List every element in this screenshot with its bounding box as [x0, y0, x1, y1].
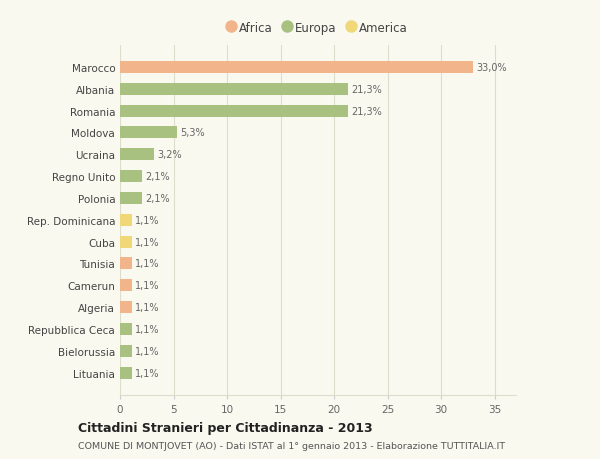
Text: 33,0%: 33,0%	[476, 63, 507, 73]
Bar	[120, 62, 473, 74]
Text: 5,3%: 5,3%	[180, 128, 205, 138]
Text: 21,3%: 21,3%	[351, 106, 382, 116]
Bar	[120, 127, 177, 139]
Bar	[120, 106, 348, 118]
Bar	[120, 345, 132, 357]
Legend: Africa, Europa, America: Africa, Europa, America	[224, 17, 412, 39]
Text: 1,1%: 1,1%	[135, 346, 160, 356]
Bar	[120, 367, 132, 379]
Text: 2,1%: 2,1%	[146, 172, 170, 182]
Text: 2,1%: 2,1%	[146, 194, 170, 203]
Text: COMUNE DI MONTJOVET (AO) - Dati ISTAT al 1° gennaio 2013 - Elaborazione TUTTITAL: COMUNE DI MONTJOVET (AO) - Dati ISTAT al…	[78, 441, 505, 450]
Text: 1,1%: 1,1%	[135, 237, 160, 247]
Bar	[120, 323, 132, 335]
Text: Cittadini Stranieri per Cittadinanza - 2013: Cittadini Stranieri per Cittadinanza - 2…	[78, 421, 373, 434]
Text: 1,1%: 1,1%	[135, 281, 160, 291]
Text: 1,1%: 1,1%	[135, 302, 160, 313]
Text: 21,3%: 21,3%	[351, 84, 382, 95]
Text: 3,2%: 3,2%	[157, 150, 182, 160]
Bar	[120, 236, 132, 248]
Text: 1,1%: 1,1%	[135, 368, 160, 378]
Text: 1,1%: 1,1%	[135, 215, 160, 225]
Bar	[120, 280, 132, 292]
Bar	[120, 302, 132, 313]
Text: 1,1%: 1,1%	[135, 325, 160, 334]
Bar	[120, 258, 132, 270]
Bar	[120, 149, 154, 161]
Bar	[120, 214, 132, 226]
Text: 1,1%: 1,1%	[135, 259, 160, 269]
Bar	[120, 84, 348, 95]
Bar	[120, 171, 142, 183]
Bar	[120, 192, 142, 205]
